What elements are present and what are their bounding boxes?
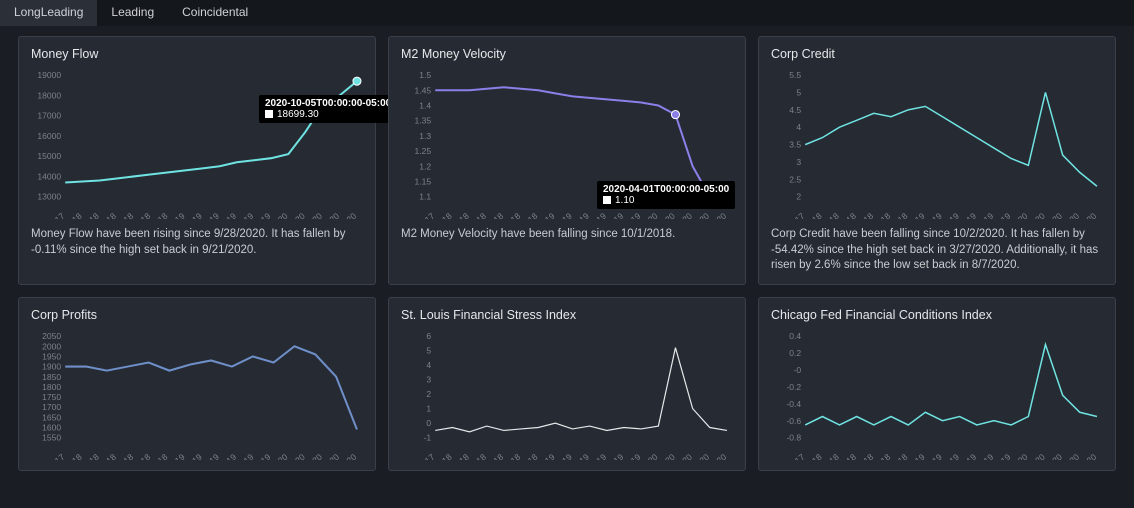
card-corp-credit: Corp Credit22.533.544.555.5Nov 17Jan 18M… (758, 36, 1116, 285)
card-caption: Corp Credit have been falling since 10/2… (771, 227, 1103, 274)
tab-coincidental[interactable]: Coincidental (168, 0, 262, 26)
svg-text:17000: 17000 (37, 111, 61, 121)
chart-money-flow[interactable]: 13000 14000 15000 16000 17000 18000 19000 Nov 1… (31, 69, 363, 219)
chart-m2-velocity[interactable]: 1.11.151.21.251.31.351.41.451.5Nov 17Jan… (401, 69, 733, 219)
svg-text:2: 2 (426, 389, 431, 399)
svg-text:1700: 1700 (42, 402, 61, 412)
card-caption: Money Flow have been rising since 9/28/2… (31, 227, 363, 258)
svg-text:1.25: 1.25 (415, 146, 432, 156)
svg-text:1850: 1850 (42, 371, 61, 381)
tab-bar: LongLeadingLeadingCoincidental (0, 0, 1134, 26)
svg-text:1550: 1550 (42, 432, 61, 442)
svg-text:2050: 2050 (42, 331, 61, 341)
chart-corp-profits[interactable]: 1550160016501700175018001850190019502000… (31, 330, 363, 460)
svg-text:13000: 13000 (37, 192, 61, 202)
svg-text:1.35: 1.35 (415, 116, 432, 126)
svg-text:1650: 1650 (42, 412, 61, 422)
card-title: St. Louis Financial Stress Index (401, 308, 733, 322)
svg-text:-1: -1 (424, 432, 432, 442)
svg-text:Nov 17: Nov 17 (779, 451, 806, 459)
card-title: M2 Money Velocity (401, 47, 733, 61)
svg-text:3: 3 (796, 157, 801, 167)
svg-text:14000: 14000 (37, 171, 61, 181)
svg-text:2000: 2000 (42, 341, 61, 351)
svg-text:1750: 1750 (42, 392, 61, 402)
svg-text:18000: 18000 (37, 90, 61, 100)
card-corp-profits: Corp Profits 1550160016501700175018001850… (18, 297, 376, 471)
svg-text:1950: 1950 (42, 351, 61, 361)
card-caption: M2 Money Velocity have been falling sinc… (401, 227, 733, 243)
svg-text:-0.6: -0.6 (786, 415, 801, 425)
svg-text:2: 2 (796, 192, 801, 202)
chart-chicago-fed[interactable]: -0.8-0.6-0.4-0.2-00.20.4Nov 17Jan 18Mar … (771, 330, 1103, 460)
svg-text:4.5: 4.5 (789, 105, 801, 115)
card-title: Corp Credit (771, 47, 1103, 61)
svg-text:1.3: 1.3 (419, 131, 431, 141)
svg-text:0: 0 (426, 418, 431, 428)
svg-text:3: 3 (426, 374, 431, 384)
svg-text:5: 5 (796, 87, 801, 97)
svg-text:1900: 1900 (42, 361, 61, 371)
svg-text:-0.8: -0.8 (786, 432, 801, 442)
card-m2-velocity: M2 Money Velocity 1.1 1.15 1.2 1.25 1.3 1.35 1.… (388, 36, 746, 285)
svg-text:Nov 17: Nov 17 (39, 211, 66, 219)
svg-text:1.2: 1.2 (419, 161, 431, 171)
svg-text:Nov 17: Nov 17 (779, 211, 806, 219)
svg-text:5.5: 5.5 (789, 70, 801, 80)
svg-text:15000: 15000 (37, 151, 61, 161)
svg-text:Nov 17: Nov 17 (409, 211, 436, 219)
svg-text:-0.2: -0.2 (786, 381, 801, 391)
svg-text:1800: 1800 (42, 381, 61, 391)
svg-text:Nov 17: Nov 17 (39, 451, 66, 459)
svg-text:0.4: 0.4 (789, 331, 801, 341)
svg-text:1.15: 1.15 (415, 177, 432, 187)
card-chicago-fed: Chicago Fed Financial Conditions Index -0… (758, 297, 1116, 471)
card-title: Corp Profits (31, 308, 363, 322)
card-title: Chicago Fed Financial Conditions Index (771, 308, 1103, 322)
chart-stl-stress[interactable]: -10123456Nov 17Jan 18Mar 18May 18Jul 18S… (401, 330, 733, 460)
svg-text:16000: 16000 (37, 131, 61, 141)
svg-text:6: 6 (426, 331, 431, 341)
card-stl-stress: St. Louis Financial Stress Index -1 0 1 2 3 4 5… (388, 297, 746, 471)
tab-longleading[interactable]: LongLeading (0, 0, 97, 26)
svg-text:4: 4 (796, 122, 801, 132)
svg-text:1.45: 1.45 (415, 85, 432, 95)
svg-text:1: 1 (426, 403, 431, 413)
svg-text:0.2: 0.2 (789, 348, 801, 358)
svg-text:4: 4 (426, 360, 431, 370)
svg-text:1600: 1600 (42, 422, 61, 432)
svg-text:5: 5 (426, 345, 431, 355)
svg-text:-0.4: -0.4 (786, 398, 801, 408)
chart-corp-credit[interactable]: 22.533.544.555.5Nov 17Jan 18Mar 18May 18… (771, 69, 1103, 219)
svg-text:-0: -0 (794, 365, 802, 375)
card-title: Money Flow (31, 47, 363, 61)
svg-text:1.1: 1.1 (419, 192, 431, 202)
svg-text:Nov 17: Nov 17 (409, 451, 436, 459)
tab-leading[interactable]: Leading (97, 0, 168, 26)
svg-text:19000: 19000 (37, 70, 61, 80)
svg-text:3.5: 3.5 (789, 140, 801, 150)
card-money-flow: Money Flow 13000 14000 15000 16000 17000 18000… (18, 36, 376, 285)
svg-text:1.4: 1.4 (419, 100, 431, 110)
dashboard-grid: Money Flow130001400015000160001700018000… (0, 26, 1134, 471)
svg-text:1.5: 1.5 (419, 70, 431, 80)
svg-text:2.5: 2.5 (789, 174, 801, 184)
